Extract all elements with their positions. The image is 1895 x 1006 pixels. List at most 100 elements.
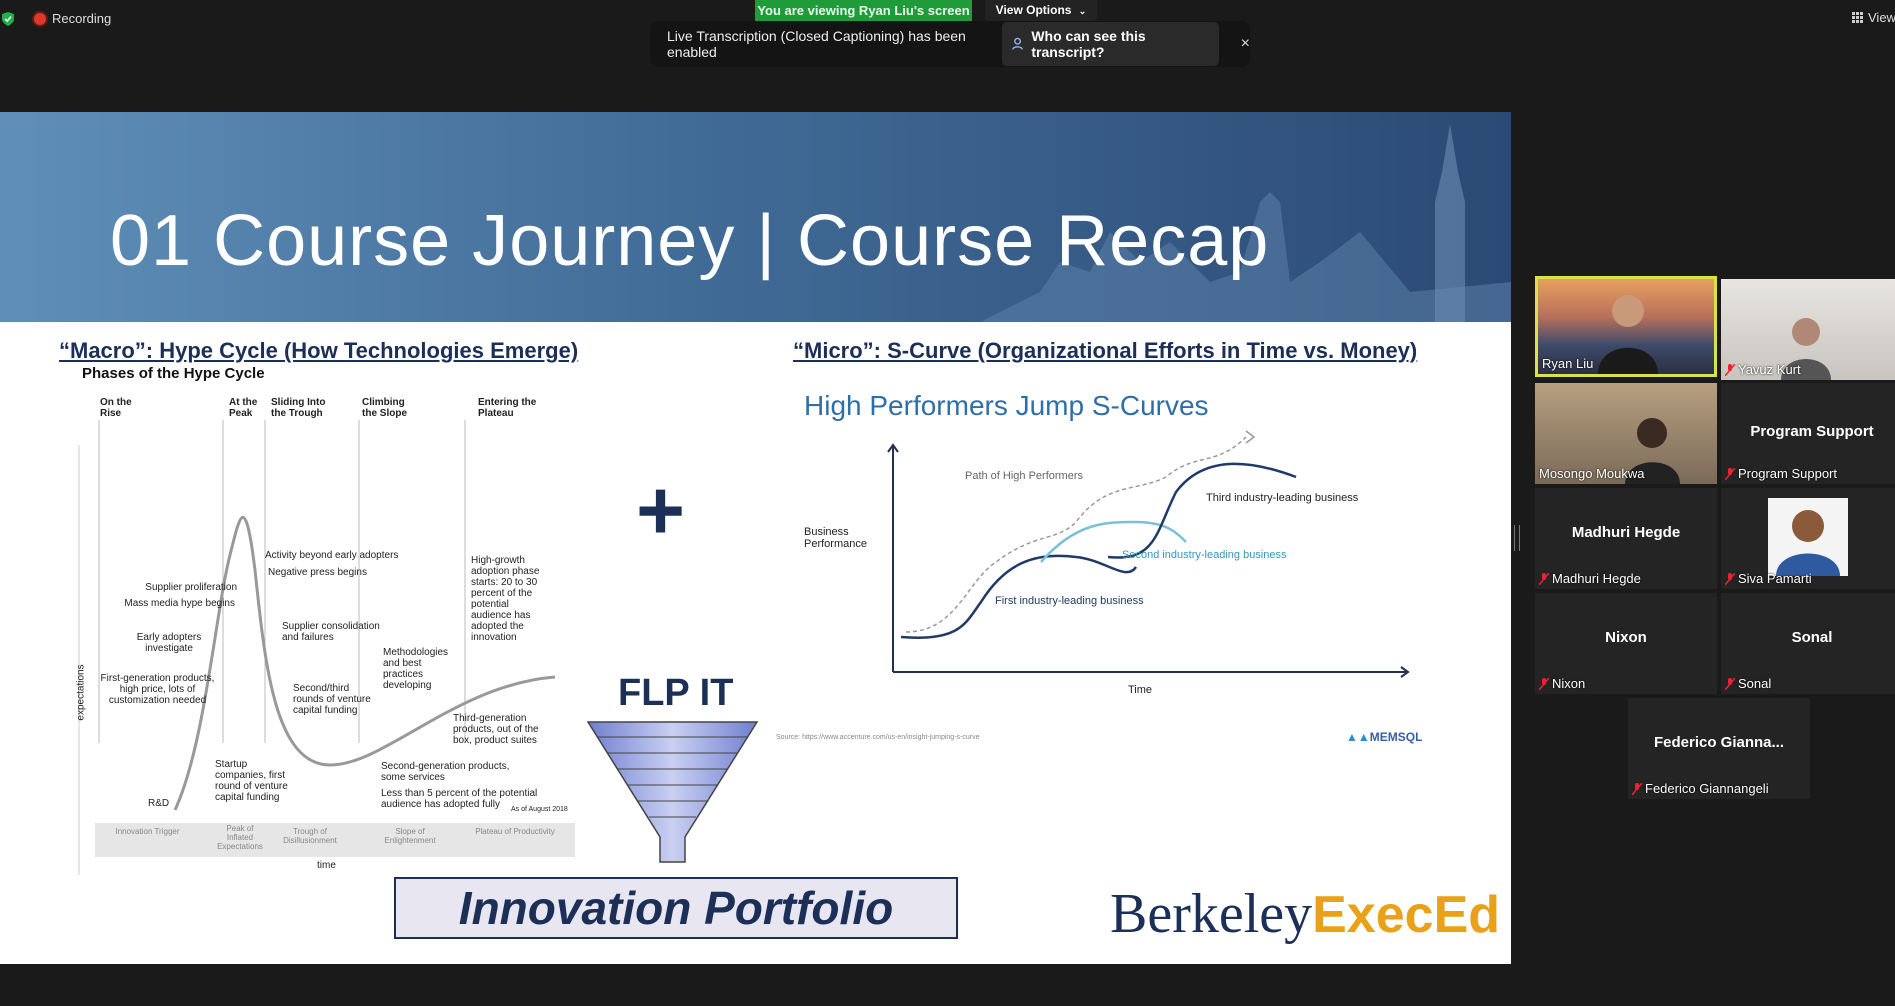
participant-video	[1625, 418, 1680, 484]
person-icon	[1012, 37, 1024, 50]
s-curve-path-label: Path of High Performers	[965, 470, 1083, 482]
recording-indicator[interactable]: Recording	[34, 11, 111, 26]
top-bar: Recording You are viewing Ryan Liu's scr…	[0, 0, 1895, 40]
hype-stage: Trough of Disillusionment	[283, 827, 337, 845]
phase-label: Sliding Into the Trough	[271, 397, 326, 419]
phase-label: Climbing the Slope	[362, 397, 408, 419]
participant-display-name: Program Support	[1750, 423, 1874, 440]
participant-name: Mosongo Moukwa	[1539, 466, 1645, 481]
muted-mic-icon	[1539, 572, 1549, 585]
hype-stage: Plateau of Productivity	[475, 827, 555, 836]
muted-mic-icon	[1725, 572, 1735, 585]
hype-label: Second-generation products, some service…	[381, 761, 510, 783]
participant-name-row: Siva Pamarti	[1725, 571, 1812, 586]
participant-name-row: Madhuri Hegde	[1539, 571, 1641, 586]
hype-cycle-curve	[78, 420, 575, 875]
hype-y-axis-label: expectations	[75, 664, 87, 721]
hype-label: Supplier proliferation	[145, 582, 237, 593]
hype-label: Third-generation products, out of the bo…	[453, 713, 539, 746]
chevron-down-icon: ⌄	[1078, 6, 1087, 16]
participant-tile-sonal[interactable]: Sonal Sonal	[1721, 593, 1895, 694]
s-curve-heading: High Performers Jump S-Curves	[804, 390, 1209, 421]
hype-label: First-generation products, high price, l…	[100, 673, 215, 706]
hype-label: Supplier consolidation and failures	[282, 621, 380, 643]
s-curve-first-label: First industry-leading business	[995, 595, 1144, 607]
hype-label: Negative press begins	[268, 567, 367, 578]
security-shield-icon[interactable]	[2, 12, 14, 26]
transcription-banner: Live Transcription (Closed Captioning) h…	[650, 21, 1250, 67]
view-menu-label: View	[1868, 10, 1895, 25]
muted-mic-icon	[1632, 782, 1642, 795]
muted-mic-icon	[1539, 677, 1549, 690]
participant-display-name: Federico Gianna...	[1653, 734, 1785, 751]
who-can-see-transcript-button[interactable]: Who can see this transcript?	[1002, 22, 1219, 66]
participant-video	[1781, 318, 1831, 380]
hype-cycle-diagram: Phases of the Hype Cycle On the Rise At …	[75, 365, 580, 875]
hype-label: Early adopters investigate	[136, 632, 202, 654]
s-curve-source: Source: https://www.accenture.com/us-en/…	[776, 734, 980, 741]
phase-label: Entering the Plateau	[478, 397, 537, 419]
recording-label: Recording	[52, 11, 112, 26]
hype-label: Methodologies and best practices develop…	[383, 647, 449, 691]
participant-photo	[1768, 498, 1848, 576]
participant-name: Ryan Liu	[1542, 356, 1594, 371]
s-curve-chart	[887, 430, 1410, 678]
transcription-message: Live Transcription (Closed Captioning) h…	[667, 28, 966, 60]
view-menu-button[interactable]: View	[1852, 10, 1895, 25]
phase-label: At the Peak	[229, 397, 258, 419]
memsql-mark-icon: ▲▲	[1346, 730, 1370, 744]
participant-name: Sonal	[1738, 676, 1772, 691]
slide-header: 01 Course Journey | Course Recap	[0, 112, 1511, 322]
s-curve-x-label: Time	[1128, 684, 1153, 696]
participant-tile-nixon[interactable]: Nixon Nixon	[1535, 593, 1717, 694]
hype-stage: Slope of Enlightenment	[384, 827, 436, 845]
participant-name: Yavuz Kurt	[1738, 362, 1801, 377]
participant-tile-federico-giannangeli[interactable]: Federico Gianna... Federico Giannangeli	[1628, 698, 1810, 799]
participant-tile-program-support[interactable]: Program Support Program Support	[1721, 383, 1895, 484]
participant-name: Madhuri Hegde	[1552, 571, 1641, 586]
macro-section-title: “Macro”: Hype Cycle (How Technologies Em…	[59, 338, 579, 363]
view-options-label: View Options	[995, 3, 1072, 17]
participant-name: Siva Pamarti	[1738, 571, 1812, 586]
who-can-see-label: Who can see this transcript?	[1031, 28, 1146, 60]
participant-display-name: Nixon	[1605, 629, 1647, 646]
participant-tile-mosongo-moukwa[interactable]: Mosongo Moukwa	[1535, 383, 1717, 484]
s-curve-diagram: High Performers Jump S-Curves Path of Hi…	[776, 382, 1436, 862]
flp-it-label: FLP IT	[618, 672, 734, 714]
hype-label: R&D	[148, 798, 170, 809]
shared-slide: 01 Course Journey | Course Recap “Macro”…	[0, 112, 1511, 964]
slide-title: 01 Course Journey | Course Recap	[110, 201, 1270, 281]
hype-stage: Innovation Trigger	[115, 827, 180, 836]
s-curve-third-label: Third industry-leading business	[1206, 492, 1359, 504]
innovation-portfolio-label: Innovation Portfolio	[394, 877, 958, 939]
participant-display-name: Madhuri Hegde	[1571, 524, 1681, 541]
muted-mic-icon	[1725, 363, 1735, 376]
viewing-screen-banner: You are viewing Ryan Liu's screen	[755, 0, 972, 21]
participant-name-row: Federico Giannangeli	[1632, 781, 1769, 796]
hype-x-axis-label: time	[317, 860, 336, 871]
close-icon[interactable]: ×	[1240, 35, 1250, 52]
plus-icon: +	[636, 463, 686, 557]
participant-tile-ryan-liu[interactable]: Ryan Liu	[1535, 276, 1717, 377]
s-curve-second-label: Second industry-leading business	[1122, 549, 1287, 561]
hype-label: Activity beyond early adopters	[265, 550, 399, 561]
participant-name-row: Nixon	[1539, 676, 1585, 691]
s-curve-y-label: Business Performance	[804, 526, 867, 550]
participant-tile-madhuri-hegde[interactable]: Madhuri Hegde Madhuri Hegde	[1535, 488, 1717, 589]
muted-mic-icon	[1725, 677, 1735, 690]
hype-date: As of August 2018	[511, 806, 568, 813]
hype-label: Startup companies, first round of ventur…	[215, 759, 288, 803]
execed-word: ExecEd	[1312, 886, 1501, 944]
muted-mic-icon	[1725, 467, 1735, 480]
participant-tile-siva-pamarti[interactable]: Siva Pamarti	[1721, 488, 1895, 589]
participant-tile-yavuz-kurt[interactable]: Yavuz Kurt	[1721, 279, 1895, 380]
participant-name-row: Yavuz Kurt	[1725, 362, 1801, 377]
panel-splitter-handle[interactable]	[1514, 525, 1520, 551]
micro-section-title: “Micro”: S-Curve (Organizational Efforts…	[793, 338, 1418, 363]
participant-name: Program Support	[1738, 466, 1837, 481]
grid-view-icon	[1852, 11, 1864, 24]
hype-label: Less than 5 percent of the potential aud…	[381, 788, 538, 810]
view-options-button[interactable]: View Options ⌄	[985, 0, 1097, 21]
campanile-silhouette-icon	[980, 124, 1511, 322]
participant-name-row: Program Support	[1725, 466, 1837, 481]
